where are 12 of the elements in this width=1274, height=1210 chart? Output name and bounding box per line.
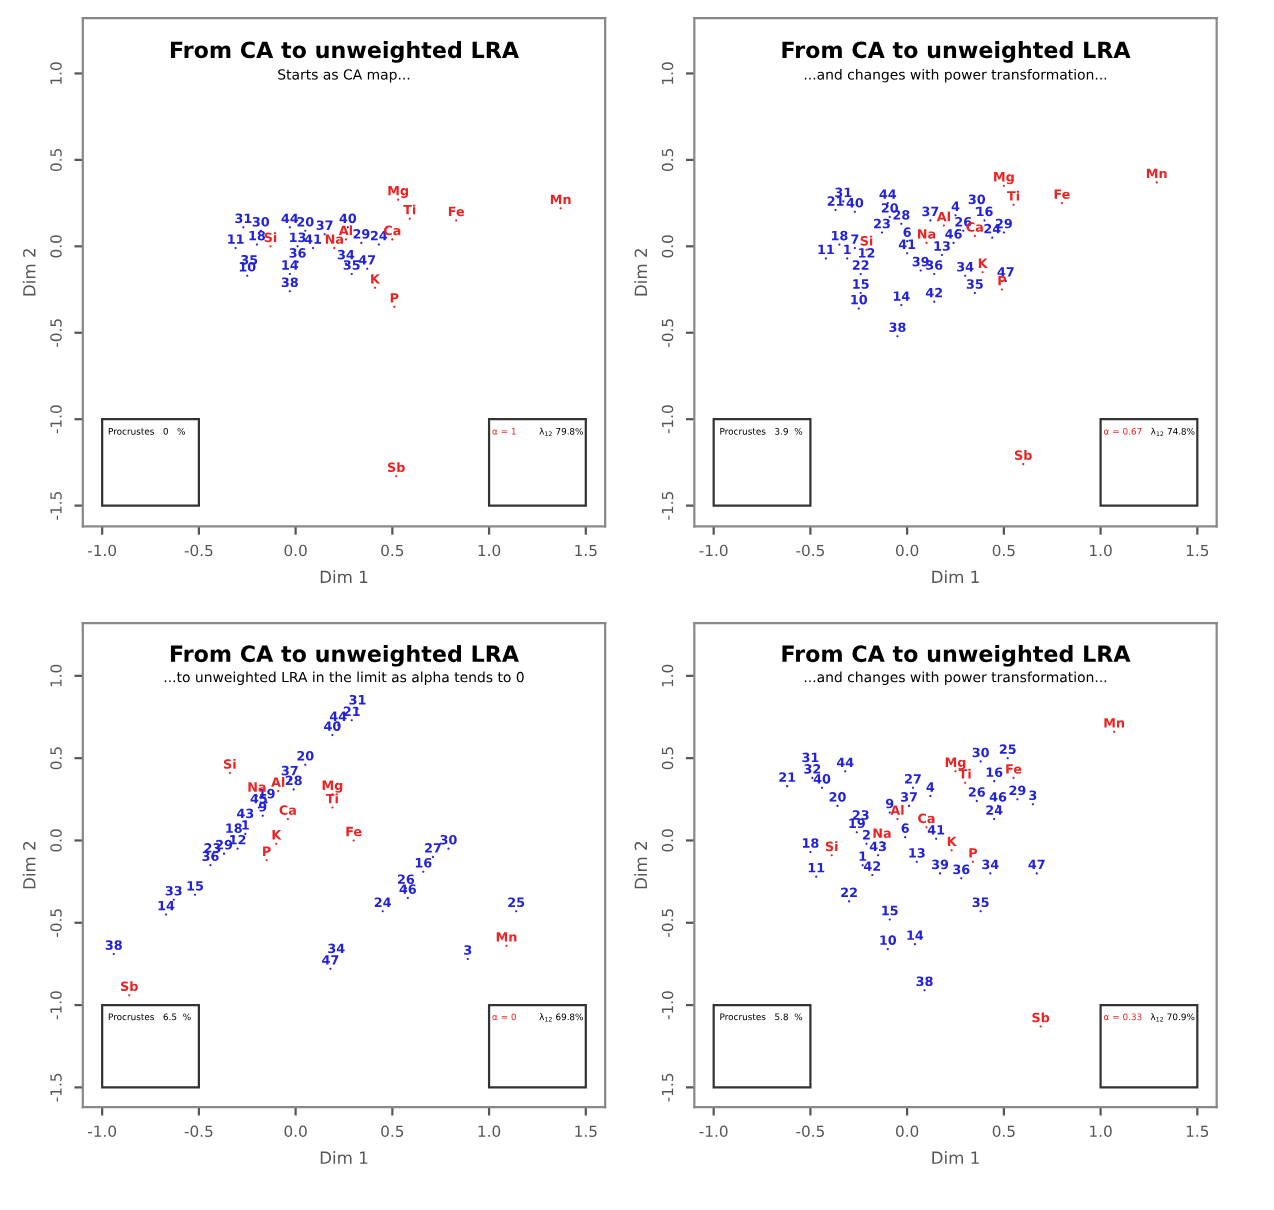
text: From CA to unweighted LRA: [782, 41, 1131, 63]
text: From CA to unweighted LRA: [782, 644, 1131, 667]
x-axis-title: Dim 1: [932, 1151, 979, 1164]
y-axis-title: Dim 2: [22, 842, 36, 889]
x-axis-title: Dim 1: [320, 570, 368, 583]
text: From CA to unweighted LRA: [170, 41, 519, 63]
x-axis-title: Dim 1: [320, 1151, 368, 1164]
y-axis-title: Dim 2: [22, 249, 36, 296]
text: From CA to unweighted LRA: [170, 644, 519, 667]
y-axis-title: Dim 2: [634, 249, 647, 296]
y-axis-title: Dim 2: [634, 842, 647, 889]
x-axis-title: Dim 1: [932, 570, 979, 583]
